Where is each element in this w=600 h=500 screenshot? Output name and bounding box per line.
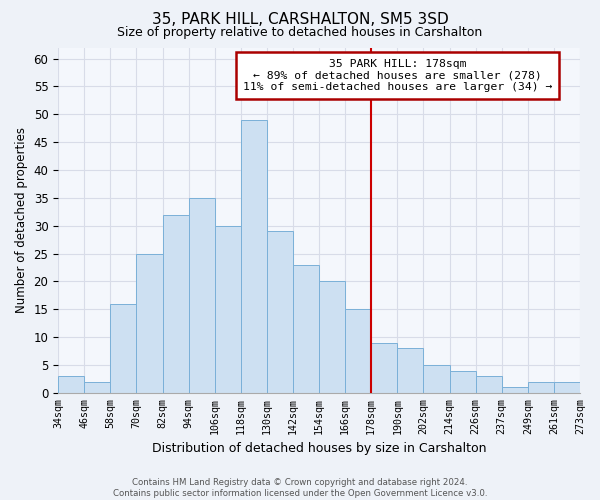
Bar bbox=[136, 254, 163, 393]
Bar bbox=[110, 304, 136, 393]
Bar bbox=[449, 370, 476, 393]
Bar bbox=[188, 198, 215, 393]
Bar bbox=[319, 282, 345, 393]
Bar bbox=[215, 226, 241, 393]
Bar bbox=[528, 382, 554, 393]
Bar bbox=[424, 365, 449, 393]
Text: Size of property relative to detached houses in Carshalton: Size of property relative to detached ho… bbox=[118, 26, 482, 39]
Bar bbox=[58, 376, 84, 393]
Text: 35 PARK HILL: 178sqm
← 89% of detached houses are smaller (278)
11% of semi-deta: 35 PARK HILL: 178sqm ← 89% of detached h… bbox=[242, 58, 552, 92]
Bar bbox=[397, 348, 424, 393]
Bar bbox=[163, 214, 188, 393]
Bar bbox=[241, 120, 267, 393]
Y-axis label: Number of detached properties: Number of detached properties bbox=[15, 127, 28, 313]
Bar bbox=[84, 382, 110, 393]
Bar bbox=[476, 376, 502, 393]
Bar bbox=[371, 342, 397, 393]
Bar bbox=[554, 382, 580, 393]
Bar bbox=[267, 232, 293, 393]
X-axis label: Distribution of detached houses by size in Carshalton: Distribution of detached houses by size … bbox=[152, 442, 487, 455]
Text: Contains HM Land Registry data © Crown copyright and database right 2024.
Contai: Contains HM Land Registry data © Crown c… bbox=[113, 478, 487, 498]
Bar bbox=[293, 264, 319, 393]
Text: 35, PARK HILL, CARSHALTON, SM5 3SD: 35, PARK HILL, CARSHALTON, SM5 3SD bbox=[152, 12, 448, 28]
Bar bbox=[345, 310, 371, 393]
Bar bbox=[502, 387, 528, 393]
